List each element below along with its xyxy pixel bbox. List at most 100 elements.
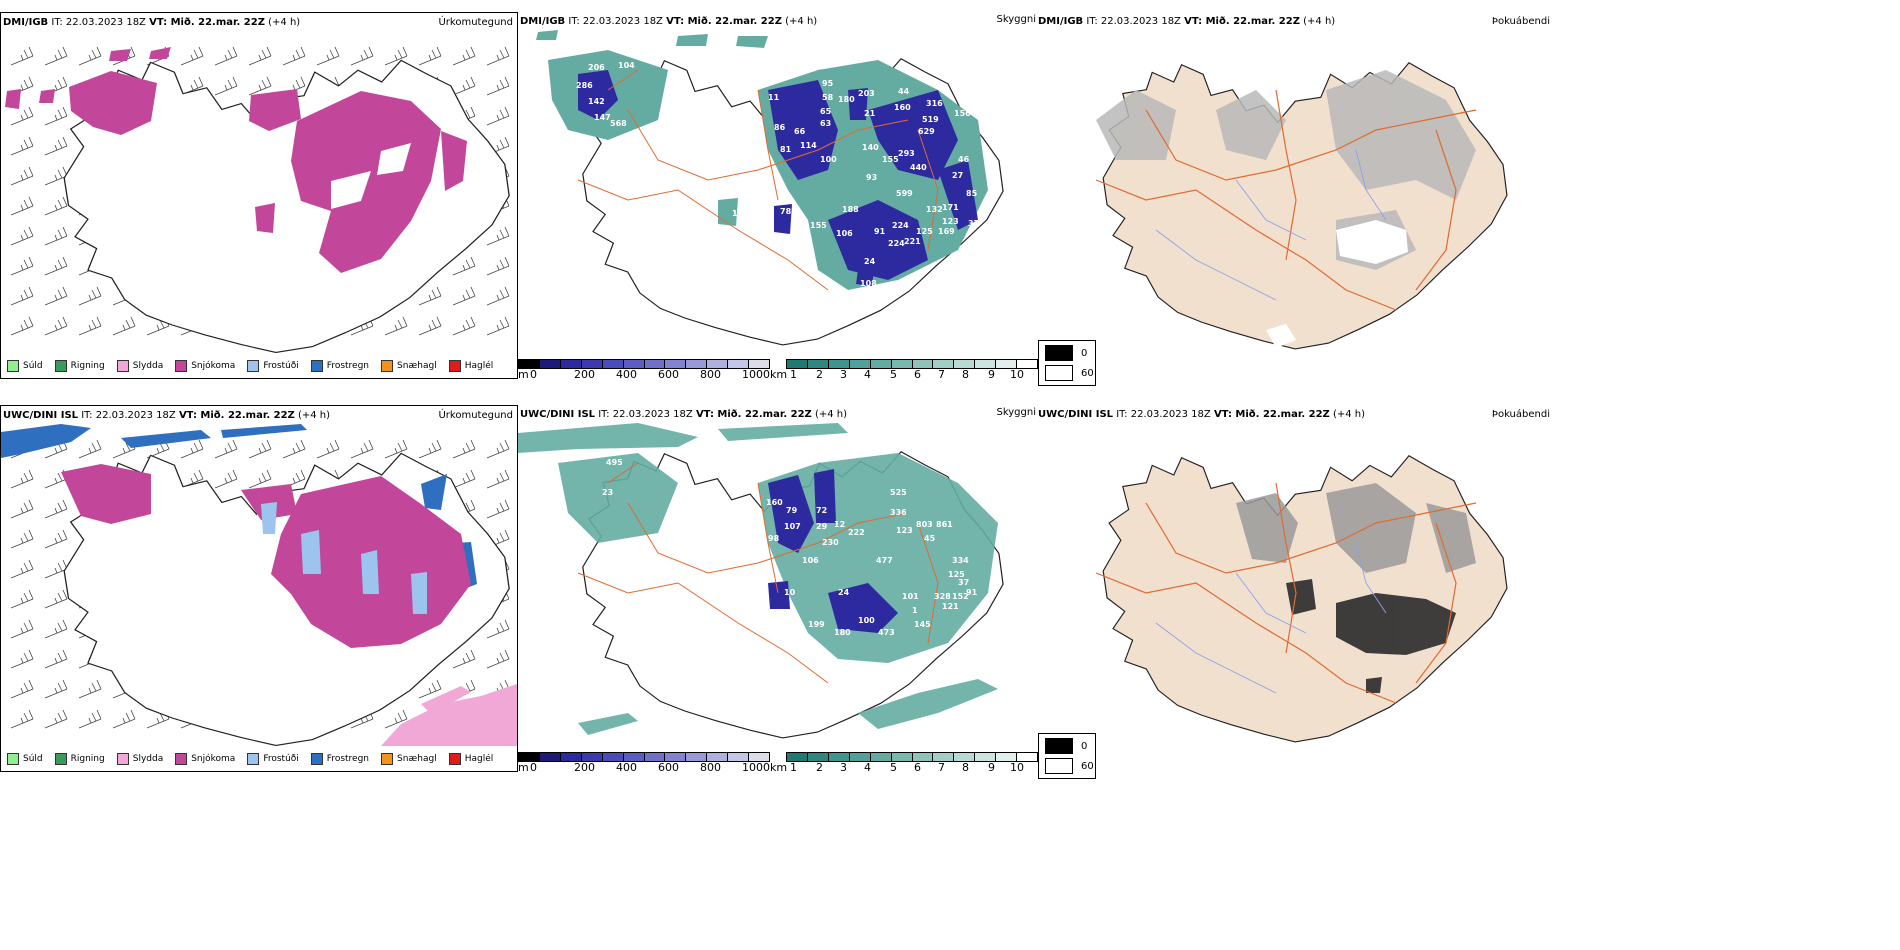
legend-item: Súld: [7, 753, 43, 765]
legend-item: Snæhagl: [381, 360, 437, 372]
visibility-value-label: 24: [838, 588, 850, 597]
wind-barb-icon: [452, 46, 476, 66]
wind-barb-icon: [418, 316, 442, 336]
visibility-colorbar-cell: [891, 360, 913, 368]
visibility-tick: 2: [816, 761, 823, 772]
visibility-value-label: 24: [864, 257, 876, 266]
altitude-tick: 800: [700, 368, 721, 379]
altitude-tick: 200: [574, 761, 595, 772]
visibility-value-label: 519: [922, 115, 939, 124]
visibility-tick: 3: [840, 761, 847, 772]
visibility-value-label: 568: [610, 119, 627, 128]
visibility-labels: 4952316079107987229230106222477525336123…: [602, 458, 978, 679]
legend-item: Haglél: [448, 360, 493, 372]
visibility-colorbar-cell: [807, 753, 829, 761]
legend-item: Rigning: [54, 753, 105, 765]
altitude-colorbar-cell: [728, 360, 750, 368]
visibility-value-label: 10: [784, 588, 796, 597]
legend-item: Frostregn: [310, 360, 369, 372]
legend-swatch: [7, 753, 19, 765]
visibility-panel-2: UWC/DINI ISL IT: 22.03.2023 18Z VT: Mið.…: [518, 405, 1038, 772]
road-network: [577, 69, 939, 291]
wind-barb-icon: [78, 709, 102, 729]
visibility-unit: km: [770, 368, 788, 379]
visibility-value-label: 224: [892, 221, 909, 230]
visibility-colorbar-cell: [828, 753, 850, 761]
visibility-colorbar-cell: [807, 360, 829, 368]
panel-title: Þokuábendi: [1491, 16, 1550, 27]
visibility-value-label: 199: [808, 620, 825, 629]
wind-barb-icon: [44, 589, 68, 609]
visibility-value-label: 169: [938, 227, 955, 236]
road-network: [1095, 89, 1477, 311]
altitude-colorbar-cell: [665, 360, 687, 368]
visibility-value-label: 180: [838, 95, 855, 104]
altitude-tick: 0: [530, 368, 537, 379]
visibility-value-label: 203: [858, 89, 875, 98]
visibility-tick: 9: [988, 368, 995, 379]
panel-title: Þokuábendi: [1491, 409, 1550, 420]
visibility-value-label: 599: [896, 189, 913, 198]
wind-barb-icon: [486, 316, 510, 336]
wind-barb-icon: [282, 439, 306, 459]
wind-barb-icon: [486, 619, 510, 639]
altitude-colorbar-cell: [581, 360, 603, 368]
visibility-value-label: 861: [936, 520, 953, 529]
legend-item: Slydda: [116, 360, 163, 372]
altitude-colorbar-cell: [539, 753, 561, 761]
legend-item: Snjókoma: [175, 753, 235, 765]
wind-barb-icon: [248, 439, 272, 459]
wind-barb-icon: [44, 106, 68, 126]
visibility-value-label: 803: [916, 520, 933, 529]
visibility-value-label: 293: [898, 149, 915, 158]
visibility-value-label: 29: [816, 522, 828, 531]
visibility-tick: 4: [864, 761, 871, 772]
altitude-colorbar-cell: [644, 360, 666, 368]
wind-barb-icon: [10, 196, 34, 216]
visibility-value-label: 525: [890, 488, 907, 497]
river-network: [1155, 542, 1387, 694]
wind-barb-icon: [10, 589, 34, 609]
wind-barb-icon: [316, 46, 340, 66]
wind-barb-icon: [384, 316, 408, 336]
wind-barb-icon: [10, 469, 34, 489]
panel-title: Skyggni: [996, 407, 1036, 418]
visibility-value-label: 160: [766, 498, 783, 507]
wind-barb-icon: [452, 439, 476, 459]
wind-barb-icon: [418, 286, 442, 306]
fog-map: [1095, 455, 1508, 743]
visibility-value-label: 21: [864, 109, 876, 118]
wind-barb-icon: [44, 619, 68, 639]
visibility-colorbar-cell: [849, 753, 871, 761]
wind-barb-icon: [44, 166, 68, 186]
visibility-value-label: 328: [934, 592, 951, 601]
visibility-value-label: 45: [924, 534, 936, 543]
altitude-colorbar: [518, 752, 770, 762]
visibility-colorbar-cell: [996, 360, 1018, 368]
wind-barb-icon: [44, 649, 68, 669]
fog-legend-2: 0 60: [1038, 733, 1096, 779]
wind-barb-icon: [452, 649, 476, 669]
precip-legend: Súld Rigning Slydda Snjókoma Frostúði Fr…: [7, 753, 493, 765]
altitude-colorbar: [518, 359, 770, 369]
visibility-tick: 8: [962, 368, 969, 379]
altitude-colorbar-cell: [519, 753, 540, 761]
panel-title: Úrkomutegund: [438, 17, 513, 28]
visibility-value-label: 86: [774, 123, 786, 132]
visibility-value-label: 108: [860, 279, 877, 288]
terrain-altitude-area: [578, 70, 978, 286]
visibility-colorbar-cell: [975, 753, 997, 761]
visibility-value-label: 78: [780, 207, 792, 216]
altitude-tick: 400: [616, 368, 637, 379]
visibility-value-label: 72: [816, 506, 827, 515]
legend-swatch: [381, 360, 394, 372]
wind-barb-icon: [78, 679, 102, 699]
fog-panel-2: UWC/DINI ISL IT: 22.03.2023 18Z VT: Mið.…: [1036, 405, 1556, 772]
panel-header: UWC/DINI ISL IT: 22.03.2023 18Z VT: Mið.…: [1038, 409, 1366, 420]
visibility-value-label: 286: [576, 81, 593, 90]
altitude-tick: 600: [658, 761, 679, 772]
visibility-value-label: 477: [876, 556, 893, 565]
road-network: [577, 462, 939, 684]
visibility-value-label: 334: [952, 556, 969, 565]
visibility-value-label: 63: [820, 119, 831, 128]
